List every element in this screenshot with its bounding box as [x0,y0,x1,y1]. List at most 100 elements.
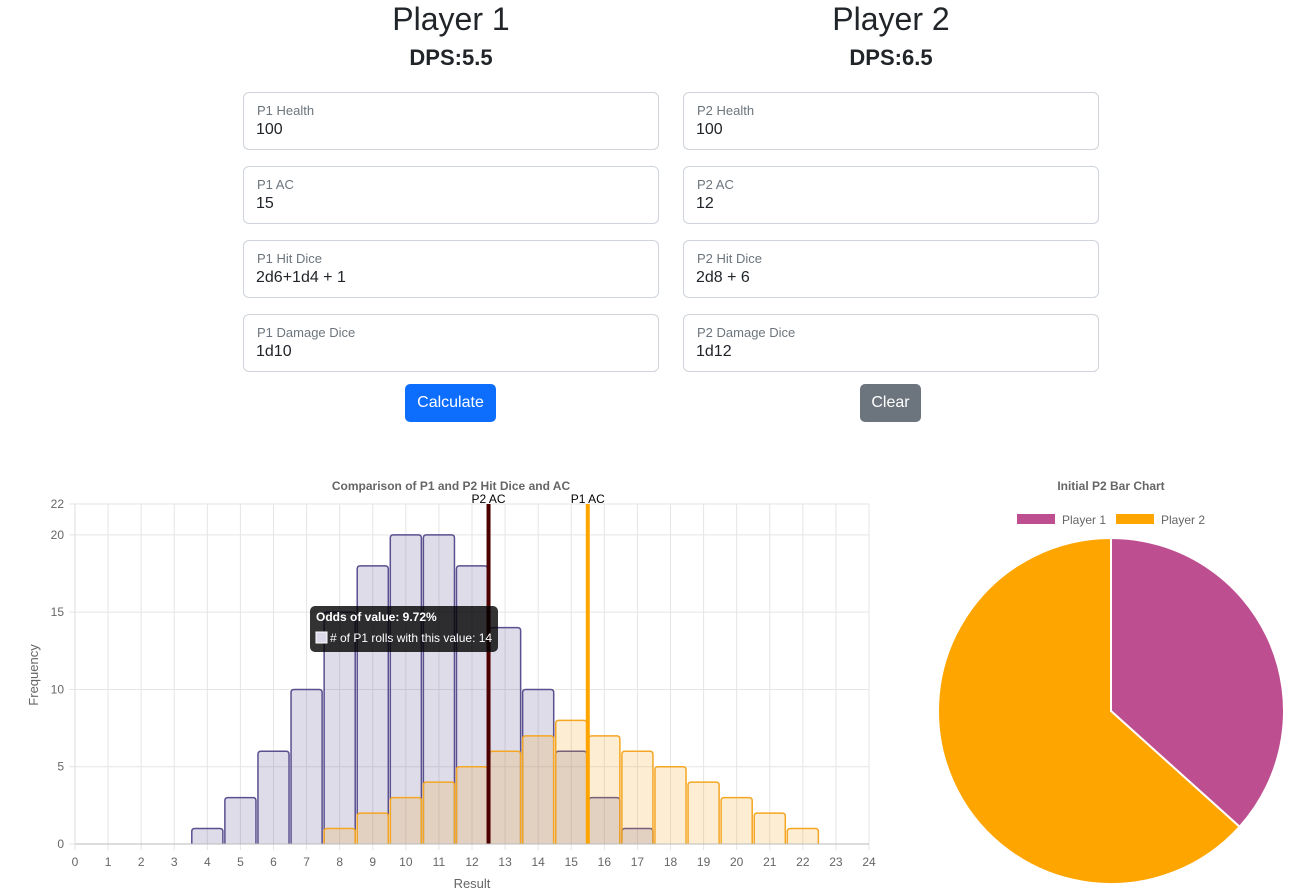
legend-swatch [1017,514,1055,524]
x-tick-label: 15 [565,855,579,869]
player-2-dps: DPS:6.5 [849,45,933,70]
p1-damage-dice-field[interactable]: P1 Damage Dice [243,314,659,372]
bar-series-2 [389,796,423,844]
x-tick-label: 18 [664,855,678,869]
player-2-title: Player 2 [832,1,950,37]
p2-hit-dice-input[interactable] [696,269,1076,287]
bar-series-1 [290,688,323,844]
p2-health-input[interactable] [696,121,1076,139]
player-1-title: Player 1 [392,1,510,37]
bar-series-2 [786,827,820,844]
hit-dice-histogram: P2 AC P1 AC 0 1 2 3 4 5 6 7 8 9 10 11 12 13 14 15 16 17 18 1… [26,479,876,891]
pie-title: Initial P2 Bar Chart [1057,479,1164,493]
x-tick-label: 12 [465,855,479,869]
tooltip-body: # of P1 rolls with this value: 14 [330,631,492,645]
tooltip-title: Odds of value: 9.72% [316,610,437,624]
x-tick-label: 6 [270,855,277,869]
p2-health-label: P2 Health [697,103,755,118]
p1-ac-field[interactable]: P1 AC [243,166,659,224]
ac-annotations: P2 AC P1 AC [472,492,605,844]
legend-swatch [1116,514,1154,524]
bar-series-2 [621,750,654,844]
p2-health-field[interactable]: P2 Health [683,92,1099,150]
bar-series-2 [521,735,555,844]
p1-ac-input[interactable] [256,195,636,213]
x-tick-label: 17 [631,855,645,869]
calculate-button[interactable]: Calculate [405,384,496,422]
player-1-dps: DPS:5.5 [409,45,493,70]
clear-button[interactable]: Clear [860,384,921,422]
p1-damage-dice-input[interactable] [256,343,636,361]
y-tick-label: 10 [51,682,65,696]
bar-series-2 [488,750,522,844]
bar-series-2 [654,765,687,844]
player-2-panel: Player 2 DPS:6.5 P2 Health P2 AC P2 Hit … [683,0,1099,388]
p1-hit-dice-label: P1 Hit Dice [257,251,323,266]
x-tick-label: 1 [105,855,112,869]
bar-series-1 [521,688,555,844]
p1-health-field[interactable]: P1 Health [243,92,659,150]
p1-hit-dice-field[interactable]: P1 Hit Dice [243,240,659,298]
p1-hit-dice-input[interactable] [256,269,636,287]
p2-damage-dice-label: P2 Damage Dice [697,325,796,340]
y-tick-label: 22 [51,497,65,511]
x-tick-label: 22 [796,855,810,869]
y-tick-label: 5 [57,760,64,774]
y-tick-label: 15 [51,605,65,619]
histogram-y-axis-label: Frequency [26,644,41,706]
p2-ac-field[interactable]: P2 AC [683,166,1099,224]
x-tick-label: 2 [138,855,145,869]
pie-legend: Player 1 Player 2 [1017,513,1205,527]
chart-tooltip: Odds of value: 9.72% # of P1 rolls with … [310,606,498,652]
p1-health-input[interactable] [256,121,636,139]
tooltip-box [310,606,498,652]
pie-slices [937,536,1285,885]
bar-series-2 [422,781,456,844]
p2-ac-input[interactable] [696,195,1076,213]
ac-label: P1 AC [571,492,605,506]
x-tick-label: 10 [399,855,413,869]
x-tick-label: 19 [697,855,711,869]
x-tick-label: 23 [829,855,843,869]
bar-series-1 [224,796,257,844]
p2-damage-dice-input[interactable] [696,343,1076,361]
p2-damage-dice-field[interactable]: P2 Damage Dice [683,314,1099,372]
bar-series-2 [323,827,356,844]
p2-ac-label: P2 AC [697,177,734,192]
p1-health-label: P1 Health [257,103,315,118]
bar-series-2 [588,735,621,844]
bar-series-2 [720,796,753,844]
x-tick-label: 9 [369,855,376,869]
pie-slice [1110,536,1285,829]
histogram-axes: 0 1 2 3 4 5 6 7 8 9 10 11 12 13 14 15 16 17 18 19 20 21 22 23 24… [51,497,876,869]
p1-ac-label: P1 AC [257,177,294,192]
pie-slice [937,536,1241,885]
x-tick-label: 7 [303,855,310,869]
x-tick-label: 3 [171,855,178,869]
ac-label: P2 AC [472,492,506,506]
x-tick-label: 20 [730,855,744,869]
x-tick-label: 5 [237,855,244,869]
x-tick-label: 8 [336,855,343,869]
histogram-title: Comparison of P1 and P2 Hit Dice and AC [332,479,571,493]
x-tick-label: 0 [72,855,79,869]
x-tick-label: 14 [531,855,545,869]
x-tick-label: 4 [204,855,211,869]
bar-series-2 [356,812,390,844]
y-tick-label: 0 [57,837,64,851]
bar-series-2 [455,765,489,844]
legend-label: Player 1 [1062,513,1106,527]
y-tick-label: 20 [51,528,65,542]
p1-damage-dice-label: P1 Damage Dice [257,325,356,340]
x-tick-label: 13 [498,855,512,869]
p2-hit-dice-field[interactable]: P2 Hit Dice [683,240,1099,298]
bar-series-1 [191,827,224,844]
bar-series-2 [753,812,787,844]
tooltip-swatch [315,631,328,644]
bar-series-2 [554,719,588,844]
x-tick-label: 24 [862,855,876,869]
x-tick-label: 21 [763,855,777,869]
p2-hit-dice-label: P2 Hit Dice [697,251,763,266]
x-tick-label: 16 [598,855,612,869]
histogram-x-axis-label: Result [454,876,491,891]
